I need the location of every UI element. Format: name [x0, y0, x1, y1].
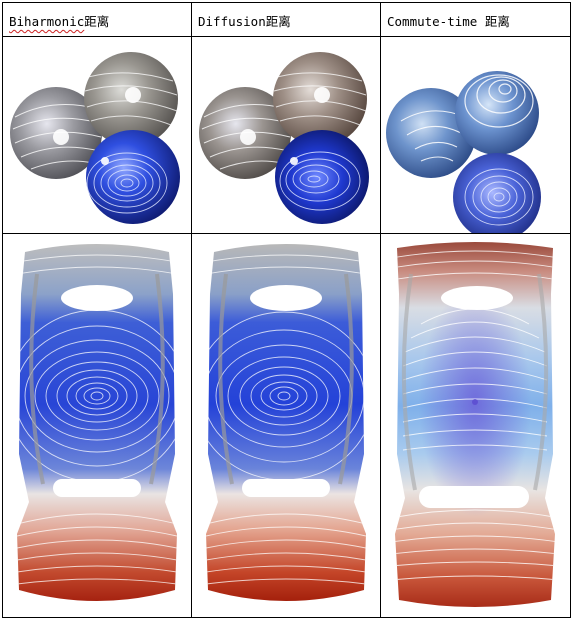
- car-commute-time: [381, 234, 570, 617]
- header-suffix: 距离: [484, 14, 510, 29]
- spheres-render-commute-time: [386, 71, 541, 233]
- car-diffusion: [192, 234, 381, 617]
- header-commute-time: Commute-time 距离: [381, 3, 570, 37]
- car-render-diffusion: [206, 244, 366, 601]
- header-suffix: 距离: [265, 14, 291, 29]
- spheres-biharmonic: [3, 37, 192, 234]
- header-suffix: 距离: [84, 14, 110, 29]
- car-render-biharmonic: [17, 244, 177, 601]
- car-biharmonic: [3, 234, 192, 617]
- header-word: Biharmonic: [9, 14, 85, 29]
- car-render-commute-time: [395, 242, 555, 607]
- header-word: Commute-time: [387, 14, 485, 29]
- spheres-render-biharmonic: [10, 52, 180, 224]
- header-diffusion: Diffusion距离: [192, 3, 381, 37]
- spheres-render-diffusion: [199, 52, 369, 224]
- spheres-commute-time: [381, 37, 570, 234]
- header-word: Diffusion: [198, 14, 266, 29]
- spheres-diffusion: [192, 37, 381, 234]
- header-biharmonic: Biharmonic距离: [3, 3, 192, 37]
